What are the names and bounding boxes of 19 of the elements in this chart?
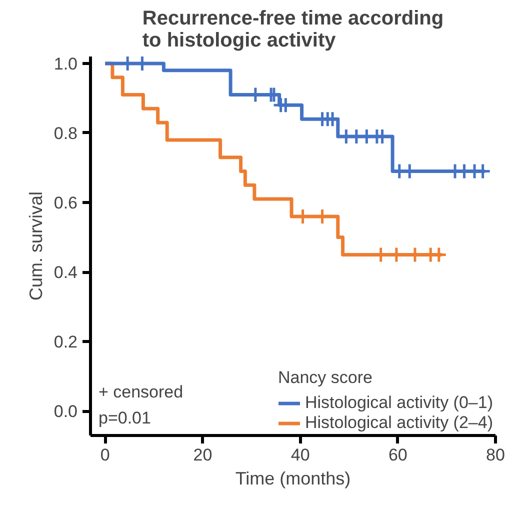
y-tick-label: 0.2 xyxy=(54,332,78,352)
annotation: + censored xyxy=(98,382,184,402)
chart-title: Recurrence-free time according to histologic activity xyxy=(142,8,444,52)
y-tick-label: 0.8 xyxy=(54,124,78,143)
annotation: p=0.01 xyxy=(98,408,151,428)
y-tick-label: 0.0 xyxy=(54,402,78,422)
x-tick-label: 80 xyxy=(486,446,505,464)
legend-label: Histological activity (0–1) xyxy=(304,393,493,413)
x-tick-label: 60 xyxy=(388,446,408,464)
y-tick-label: 1.0 xyxy=(54,54,78,74)
legend-title: Nancy score xyxy=(278,368,374,388)
legend-label: Histological activity (2–4) xyxy=(304,413,493,433)
y-tick-label: 0.6 xyxy=(54,194,78,213)
x-tick-label: 20 xyxy=(193,446,212,464)
y-axis-title: Cum. survival xyxy=(26,191,46,301)
y-tick-label: 0.4 xyxy=(54,263,78,282)
x-tick-label: 40 xyxy=(290,446,310,464)
x-tick-label: 0 xyxy=(100,446,110,464)
x-axis-title: Time (months) xyxy=(235,468,351,488)
